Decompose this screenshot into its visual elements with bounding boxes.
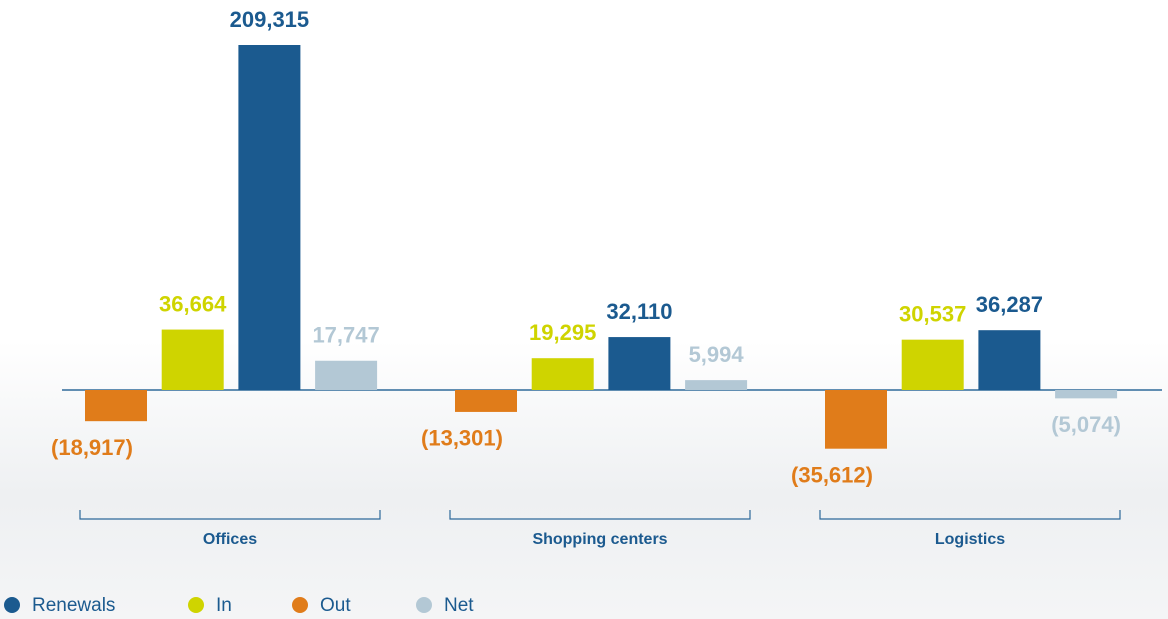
legend-marker	[188, 597, 204, 613]
value-label: 36,287	[976, 292, 1043, 317]
bar	[162, 330, 224, 390]
legend-marker	[416, 597, 432, 613]
value-label: (18,917)	[51, 435, 133, 460]
bar	[238, 45, 300, 390]
value-label: 209,315	[230, 7, 310, 32]
bar	[532, 358, 594, 390]
value-label: (35,612)	[791, 463, 873, 488]
bar	[978, 330, 1040, 390]
value-label: (5,074)	[1051, 412, 1121, 437]
value-label: (13,301)	[421, 426, 503, 451]
legend-marker	[292, 597, 308, 613]
legend-label: Net	[444, 595, 474, 616]
category-label: Offices	[203, 531, 257, 548]
legend-label: Renewals	[32, 595, 115, 616]
category-label: Logistics	[935, 531, 1005, 548]
value-label: 19,295	[529, 320, 596, 345]
bar	[825, 390, 887, 449]
category-label: Shopping centers	[532, 531, 667, 548]
value-label: 5,994	[689, 342, 745, 367]
bar	[608, 337, 670, 390]
chart: (18,917) 36,664 209,315 17,747 Offices (13,30…	[0, 0, 1168, 619]
bar	[85, 390, 147, 421]
bar	[315, 361, 377, 390]
value-label: 17,747	[312, 323, 379, 348]
value-label: 32,110	[606, 299, 672, 324]
bar	[455, 390, 517, 412]
legend-marker	[4, 597, 20, 613]
bar	[685, 380, 747, 390]
legend-label: Out	[320, 595, 351, 616]
bar	[902, 340, 964, 390]
value-label: 36,664	[159, 291, 227, 316]
legend-label: In	[216, 595, 232, 616]
value-label: 30,537	[899, 301, 966, 326]
bar	[1055, 390, 1117, 398]
